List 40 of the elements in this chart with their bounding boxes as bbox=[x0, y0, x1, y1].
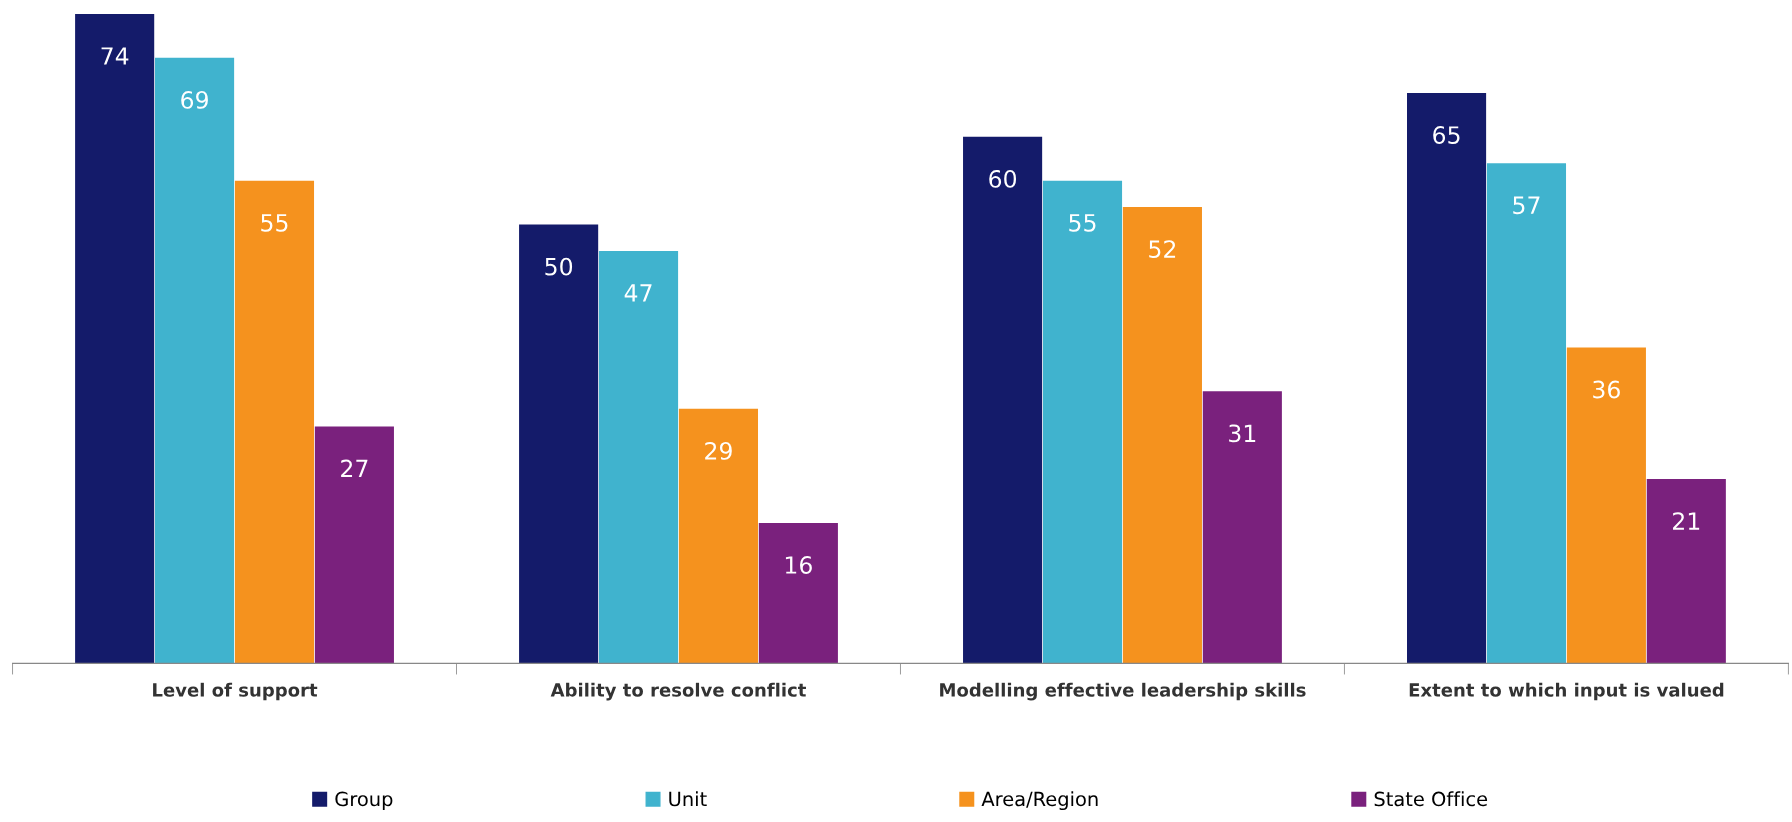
data-label: 52 bbox=[1149, 240, 1176, 259]
bar bbox=[598, 250, 679, 664]
bar bbox=[1042, 180, 1123, 664]
data-label: 69 bbox=[181, 90, 208, 109]
data-label: 47 bbox=[624, 284, 652, 302]
bar bbox=[314, 426, 394, 664]
legend-label: Area/Region bbox=[981, 791, 1098, 811]
legend-label: Unit bbox=[669, 791, 707, 807]
data-label: 57 bbox=[1513, 196, 1540, 215]
data-label: 55 bbox=[261, 214, 288, 232]
x-tick-label: Extent to which input is valued bbox=[1409, 682, 1724, 701]
legend-label: Group bbox=[335, 791, 393, 811]
bar bbox=[1122, 207, 1202, 664]
data-label: 16 bbox=[785, 556, 812, 574]
x-tick-label: Level of support bbox=[153, 682, 318, 701]
data-label: 74 bbox=[101, 47, 129, 65]
data-label: 29 bbox=[705, 441, 732, 460]
bar bbox=[1646, 479, 1726, 664]
bar bbox=[155, 57, 235, 664]
data-label: 65 bbox=[1433, 126, 1460, 144]
bar bbox=[1486, 163, 1567, 664]
bar bbox=[758, 522, 838, 664]
data-label: 50 bbox=[545, 257, 573, 276]
bar bbox=[234, 180, 315, 664]
data-label: 36 bbox=[1593, 380, 1620, 399]
bar bbox=[1566, 347, 1646, 664]
x-tick-label: Ability to resolve conflict bbox=[550, 682, 806, 701]
bar bbox=[519, 224, 599, 664]
data-label: 55 bbox=[1069, 214, 1096, 232]
bar bbox=[1202, 391, 1282, 664]
legend-label: State Office bbox=[1374, 791, 1488, 807]
data-label: 21 bbox=[1673, 512, 1700, 530]
x-tick-label: Modelling effective leadership skills bbox=[940, 682, 1306, 701]
data-label: 27 bbox=[341, 459, 368, 478]
bar bbox=[1407, 92, 1487, 664]
data-label: 31 bbox=[1229, 424, 1256, 443]
bar bbox=[963, 136, 1043, 664]
bar bbox=[75, 13, 155, 664]
bar bbox=[678, 408, 759, 664]
data-label: 60 bbox=[989, 169, 1017, 188]
